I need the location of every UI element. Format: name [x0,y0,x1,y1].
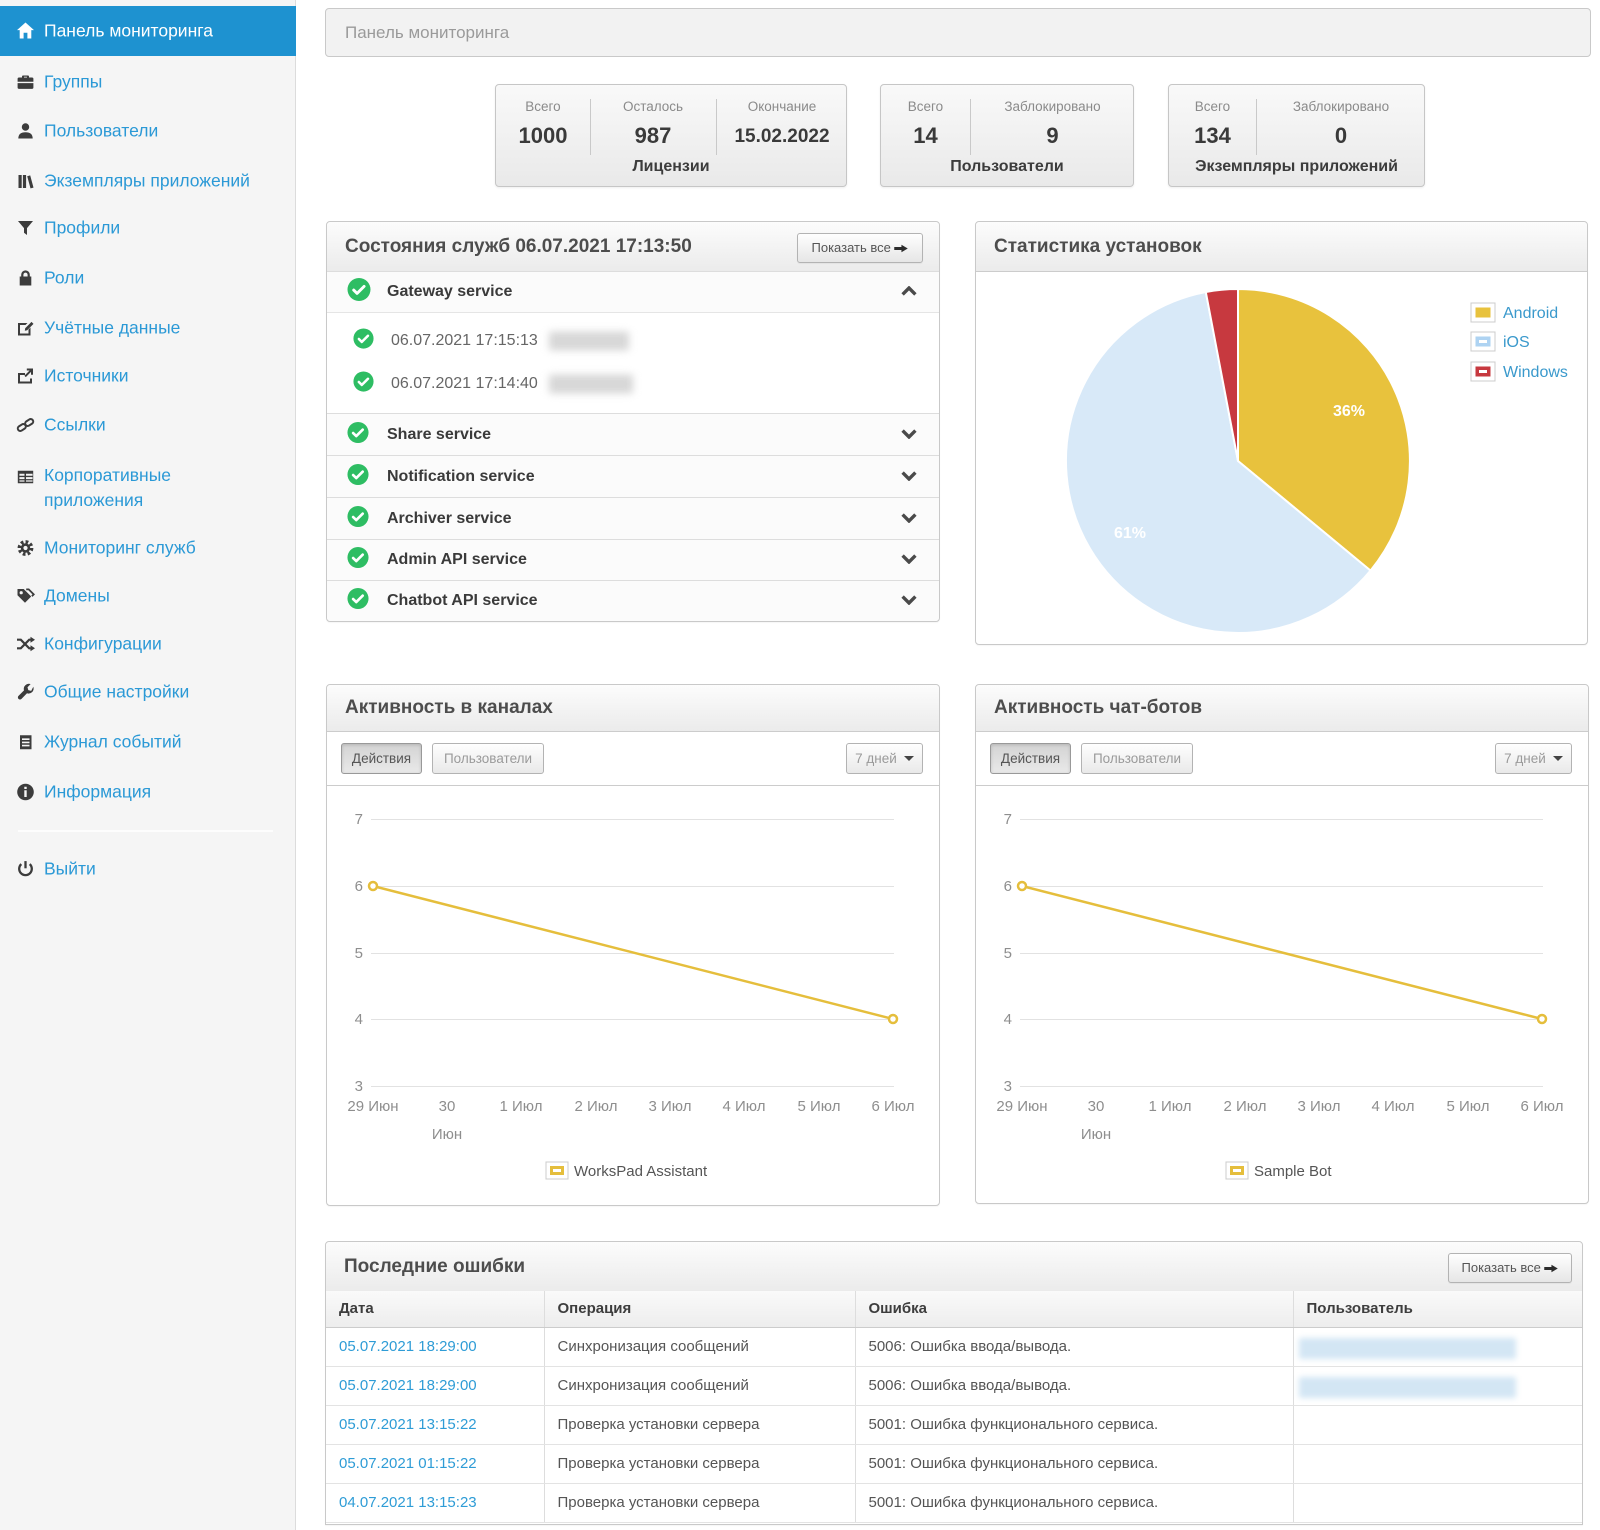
svg-text:2 Июл: 2 Июл [1224,1098,1267,1115]
svg-text:4: 4 [1004,1011,1012,1028]
svg-text:29 Июн: 29 Июн [996,1098,1047,1115]
svg-text:6: 6 [355,878,363,895]
svg-text:4 Июл: 4 Июл [723,1098,766,1115]
svg-text:5 Июл: 5 Июл [1447,1098,1490,1115]
svg-text:29 Июн: 29 Июн [347,1098,398,1115]
svg-text:Июн: Июн [432,1126,462,1143]
svg-text:3: 3 [1004,1078,1012,1095]
svg-text:7: 7 [355,811,363,828]
svg-text:Windows: Windows [1503,364,1568,381]
svg-text:4 Июл: 4 Июл [1372,1098,1415,1115]
svg-text:4: 4 [355,1011,363,1028]
svg-text:5: 5 [355,945,363,962]
svg-text:7: 7 [1004,811,1012,828]
svg-text:1 Июл: 1 Июл [1149,1098,1192,1115]
svg-text:30: 30 [1088,1098,1105,1115]
svg-text:30: 30 [439,1098,456,1115]
svg-text:WorksPad Assistant: WorksPad Assistant [574,1163,708,1180]
svg-text:5: 5 [1004,945,1012,962]
svg-text:3 Июл: 3 Июл [1298,1098,1341,1115]
svg-text:Sample Bot: Sample Bot [1254,1163,1332,1180]
svg-text:1 Июл: 1 Июл [500,1098,543,1115]
svg-text:Июн: Июн [1081,1126,1111,1143]
svg-text:5 Июл: 5 Июл [798,1098,841,1115]
svg-text:iOS: iOS [1503,334,1530,351]
svg-text:36%: 36% [1333,403,1365,420]
svg-text:61%: 61% [1114,525,1146,542]
svg-text:6 Июл: 6 Июл [872,1098,915,1115]
svg-text:6: 6 [1004,878,1012,895]
svg-text:3: 3 [355,1078,363,1095]
svg-text:6 Июл: 6 Июл [1521,1098,1564,1115]
svg-text:2 Июл: 2 Июл [575,1098,618,1115]
svg-text:Android: Android [1503,305,1558,322]
svg-text:3 Июл: 3 Июл [649,1098,692,1115]
